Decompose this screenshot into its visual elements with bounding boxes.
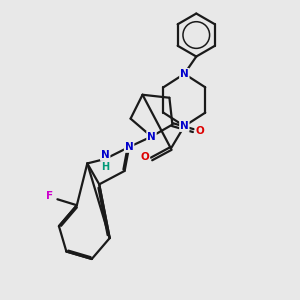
Text: O: O [196,126,204,136]
Text: H: H [101,162,109,172]
Text: O: O [140,152,149,163]
Text: N: N [147,132,156,142]
Text: N: N [180,121,189,131]
Text: N: N [125,142,134,152]
Text: N: N [101,150,110,160]
Text: F: F [46,191,53,201]
Text: N: N [180,69,189,79]
